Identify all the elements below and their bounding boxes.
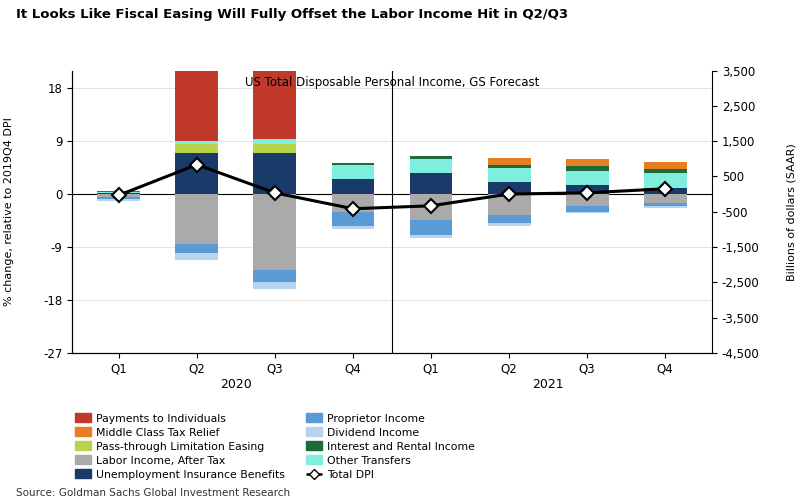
Bar [644, 169, 686, 173]
Bar [644, 162, 686, 169]
Bar [331, 226, 374, 229]
Bar [566, 194, 609, 206]
Text: Billions of dollars (SAAR): Billions of dollars (SAAR) [786, 143, 796, 281]
Bar [254, 153, 296, 194]
Bar [175, 253, 218, 260]
Bar [98, 191, 140, 192]
Bar [410, 156, 453, 159]
Bar [175, 56, 218, 141]
Bar [488, 194, 530, 215]
Bar [644, 203, 686, 206]
Bar [254, 63, 296, 140]
Bar [566, 212, 609, 214]
Bar [331, 179, 374, 194]
Bar [410, 173, 453, 194]
Bar [254, 144, 296, 153]
Bar [644, 194, 686, 203]
Text: % change, relative to 2019Q4 DPI: % change, relative to 2019Q4 DPI [4, 117, 14, 306]
Bar [331, 212, 374, 226]
Bar [410, 159, 453, 173]
Bar [410, 221, 453, 235]
Bar [488, 182, 530, 194]
Text: US Total Disposable Personal Income, GS Forecast: US Total Disposable Personal Income, GS … [245, 76, 539, 89]
Bar [98, 193, 140, 194]
Bar [331, 163, 374, 165]
Bar [410, 194, 453, 221]
Bar [175, 194, 218, 244]
Bar [98, 194, 140, 197]
Bar [488, 165, 530, 168]
Bar [98, 197, 140, 199]
Bar [98, 192, 140, 193]
Bar [566, 170, 609, 185]
Bar [566, 185, 609, 194]
Text: 2020: 2020 [220, 378, 252, 391]
Bar [175, 144, 218, 153]
Bar [254, 140, 296, 144]
Bar [98, 199, 140, 201]
Bar [410, 235, 453, 238]
Bar [488, 215, 530, 223]
Bar [175, 244, 218, 253]
Bar [175, 141, 218, 144]
Bar [488, 158, 530, 165]
Bar [254, 282, 296, 289]
Bar [488, 223, 530, 226]
Text: 2021: 2021 [532, 378, 564, 391]
Bar [488, 168, 530, 182]
Bar [644, 206, 686, 208]
Bar [331, 194, 374, 212]
Legend: Payments to Individuals, Middle Class Tax Relief, Pass-through Limitation Easing: Payments to Individuals, Middle Class Ta… [71, 409, 479, 484]
Bar [644, 173, 686, 188]
Bar [566, 206, 609, 212]
Bar [566, 159, 609, 166]
Bar [175, 153, 218, 194]
Bar [254, 271, 296, 282]
Text: It Looks Like Fiscal Easing Will Fully Offset the Labor Income Hit in Q2/Q3: It Looks Like Fiscal Easing Will Fully O… [16, 8, 568, 21]
Text: Source: Goldman Sachs Global Investment Research: Source: Goldman Sachs Global Investment … [16, 488, 290, 498]
Bar [254, 194, 296, 271]
Bar [644, 188, 686, 194]
Bar [331, 165, 374, 179]
Bar [566, 166, 609, 170]
